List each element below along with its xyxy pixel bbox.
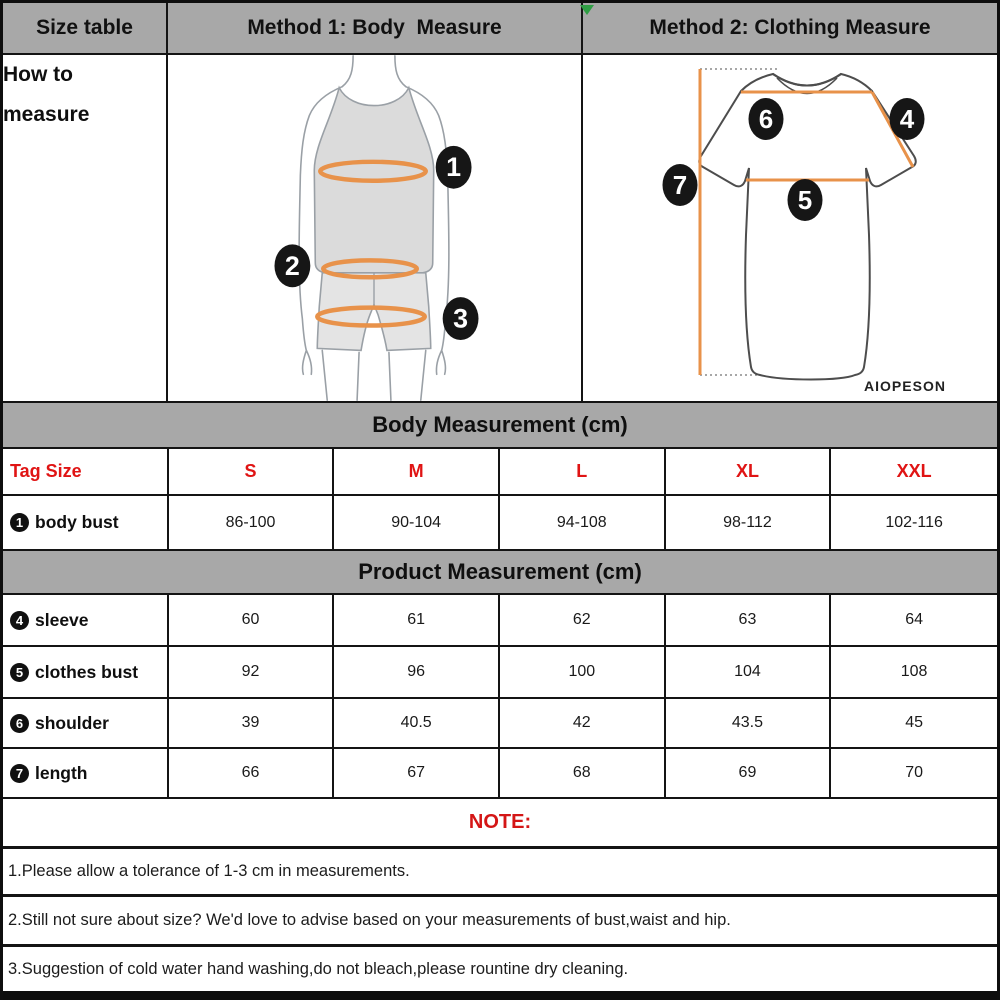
table-row-sleeve: 4 sleeve 60 61 62 63 64	[3, 595, 997, 647]
top-header-row: Size table Method 1: Body Measure Method…	[3, 3, 997, 55]
cell-value: 96	[334, 647, 500, 697]
cell-value: 86-100	[169, 496, 335, 549]
svg-text:1: 1	[446, 152, 461, 182]
svg-text:3: 3	[453, 304, 468, 334]
clothing-marker-6: 6	[748, 98, 784, 140]
product-measurement-band: Product Measurement (cm)	[3, 551, 997, 595]
tshirt-figure-icon: 6 4 7 5 AIOPESON	[662, 68, 946, 394]
cell-value: 102-116	[885, 513, 943, 531]
cell-value: 98-112	[666, 496, 832, 549]
body-marker-3: 3	[442, 297, 479, 340]
note-item-3: 3.Suggestion of cold water hand washing,…	[8, 959, 629, 978]
size-col-xxl: XXL	[896, 461, 932, 481]
body-figure-icon: 1 2 3	[274, 55, 479, 401]
row-label: clothes bust	[35, 661, 139, 682]
corner-flag-icon	[580, 5, 594, 15]
cell-value: 42	[500, 699, 666, 747]
row-label: sleeve	[35, 609, 89, 630]
size-col-m: M	[334, 449, 500, 494]
body-measure-illustration: 1 2 3	[168, 55, 583, 401]
size-col-l: L	[500, 449, 666, 494]
cell-value: 62	[500, 595, 666, 645]
cell-value: 43.5	[666, 699, 832, 747]
cell-value: 94-108	[500, 496, 666, 549]
note-item-1: 1.Please allow a tolerance of 1-3 cm in …	[3, 849, 997, 897]
size-table-header: Size table	[3, 3, 168, 53]
illustration-row: How to measure	[3, 55, 997, 403]
cell-value: 64	[905, 611, 923, 628]
marker-7-icon: 7	[10, 763, 29, 783]
svg-text:2: 2	[285, 251, 300, 281]
body-marker-2: 2	[274, 244, 311, 288]
cell-value: 104	[666, 647, 832, 697]
marker-1-icon: 1	[10, 513, 29, 532]
cell-value: 67	[334, 749, 500, 797]
svg-text:5: 5	[798, 185, 812, 215]
svg-text:4: 4	[900, 104, 915, 134]
clothing-marker-5: 5	[787, 179, 823, 221]
waist-band	[321, 258, 420, 280]
brand-text: AIOPESON	[864, 378, 946, 394]
svg-text:6: 6	[759, 104, 773, 134]
cell-value: 108	[900, 663, 928, 680]
method1-header: Method 1: Body Measure	[168, 3, 583, 53]
cell-value: 70	[905, 764, 923, 781]
table-row-length: 7 length 66 67 68 69 70	[3, 749, 997, 799]
cell-value: 90-104	[334, 496, 500, 549]
tag-size-header: Tag Size	[3, 449, 169, 494]
clothing-measure-illustration: 6 4 7 5 AIOPESON	[583, 55, 997, 401]
marker-6-icon: 6	[10, 713, 29, 733]
clothing-marker-7: 7	[662, 164, 698, 206]
row-label: shoulder	[35, 712, 109, 733]
method2-header: Method 2: Clothing Measure	[649, 16, 931, 39]
table-row-shoulder: 6 shoulder 39 40.5 42 43.5 45	[3, 699, 997, 749]
table-row-body-bust: 1 body bust 86-100 90-104 94-108 98-112 …	[3, 496, 997, 551]
size-col-s: S	[169, 449, 335, 494]
body-measurement-band: Body Measurement (cm)	[3, 403, 997, 449]
cell-value: 60	[169, 595, 335, 645]
size-col-xl: XL	[666, 449, 832, 494]
hip-band	[315, 305, 427, 328]
cell-value: 61	[334, 595, 500, 645]
bust-band	[318, 159, 428, 183]
cell-value: 63	[666, 595, 832, 645]
cell-value: 66	[169, 749, 335, 797]
clothing-marker-4: 4	[889, 98, 925, 140]
svg-text:7: 7	[673, 170, 687, 200]
cell-value: 45	[905, 714, 923, 731]
cell-value: 39	[169, 699, 335, 747]
table-row-clothes-bust: 5 clothes bust 92 96 100 104 108	[3, 647, 997, 699]
marker-4-icon: 4	[10, 610, 29, 630]
note-item-2: 2.Still not sure about size? We'd love t…	[3, 897, 997, 947]
cell-value: 40.5	[334, 699, 500, 747]
how-to-line1: How to	[3, 63, 73, 86]
how-to-measure-label: How to measure	[3, 55, 168, 401]
cell-value: 100	[500, 647, 666, 697]
cell-value: 92	[169, 647, 335, 697]
note-title: NOTE:	[3, 799, 997, 849]
cell-value: 68	[500, 749, 666, 797]
row-label: body bust	[35, 512, 119, 532]
how-to-line2: measure	[3, 102, 90, 126]
tag-size-row: Tag Size S M L XL XXL	[3, 449, 997, 496]
marker-5-icon: 5	[10, 662, 29, 682]
cell-value: 69	[666, 749, 832, 797]
bottom-border-bar	[3, 991, 997, 1000]
body-marker-1: 1	[435, 145, 472, 189]
row-label: length	[35, 762, 88, 783]
